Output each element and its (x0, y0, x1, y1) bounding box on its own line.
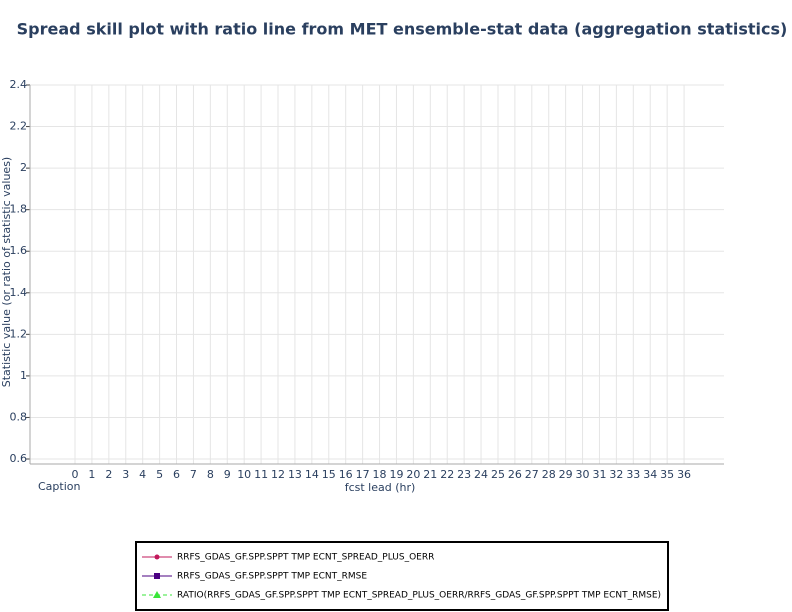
x-tick-label: 0 (72, 468, 79, 481)
y-tick-label: 0.6 (10, 452, 28, 465)
x-tick-label: 9 (224, 468, 231, 481)
y-tick-label: 0.8 (10, 410, 28, 423)
x-tick-label: 21 (423, 468, 437, 481)
y-tick-label: 2.4 (10, 78, 28, 91)
x-tick-label: 15 (322, 468, 336, 481)
x-tick-label: 23 (457, 468, 471, 481)
x-tick-label: 24 (474, 468, 488, 481)
x-tick-label: 16 (339, 468, 353, 481)
x-tick-label: 1 (88, 468, 95, 481)
legend-marker (154, 573, 160, 579)
legend-marker (154, 554, 160, 560)
x-tick-label: 19 (389, 468, 403, 481)
x-tick-label: 10 (237, 468, 251, 481)
x-tick-label: 29 (559, 468, 573, 481)
x-tick-label: 25 (491, 468, 505, 481)
x-tick-label: 27 (525, 468, 539, 481)
x-tick-label: 20 (406, 468, 420, 481)
x-tick-label: 12 (271, 468, 285, 481)
x-tick-label: 35 (660, 468, 674, 481)
legend-box (135, 541, 669, 611)
x-tick-label: 28 (542, 468, 556, 481)
x-tick-label: 36 (677, 468, 691, 481)
legend-marker (153, 591, 161, 598)
x-tick-label: 4 (139, 468, 146, 481)
x-tick-label: 33 (626, 468, 640, 481)
x-tick-label: 5 (156, 468, 163, 481)
x-tick-label: 14 (305, 468, 319, 481)
y-axis-label: Statistic value (or ratio of statistic v… (0, 157, 13, 387)
x-tick-label: 3 (122, 468, 129, 481)
y-tick-label: 2 (20, 161, 27, 174)
x-tick-label: 31 (592, 468, 606, 481)
x-tick-label: 34 (643, 468, 657, 481)
x-tick-label: 26 (508, 468, 522, 481)
x-tick-label: 17 (356, 468, 370, 481)
x-tick-label: 8 (207, 468, 214, 481)
y-tick-label: 2.2 (10, 120, 28, 133)
legend-label: RRFS_GDAS_GF.SPP.SPPT TMP ECNT_SPREAD_PL… (177, 553, 434, 563)
y-tick-label: 1.4 (10, 286, 28, 299)
x-tick-label: 7 (190, 468, 197, 481)
chart-title: Spread skill plot with ratio line from M… (17, 20, 788, 39)
x-tick-label: 2 (105, 468, 112, 481)
x-tick-label: 11 (254, 468, 268, 481)
x-tick-label: 32 (609, 468, 623, 481)
y-tick-label: 1.6 (10, 244, 28, 257)
y-tick-label: 1.2 (10, 327, 28, 340)
y-tick-label: 1 (20, 369, 27, 382)
y-tick-label: 1.8 (10, 203, 28, 216)
x-tick-label: 6 (173, 468, 180, 481)
legend-label: RRFS_GDAS_GF.SPP.SPPT TMP ECNT_RMSE (177, 572, 367, 582)
legend-label: RATIO(RRFS_GDAS_GF.SPP.SPPT TMP ECNT_SPR… (177, 591, 661, 601)
caption: Caption (38, 480, 81, 493)
x-tick-label: 13 (288, 468, 302, 481)
x-tick-label: 22 (440, 468, 454, 481)
x-tick-label: 18 (373, 468, 387, 481)
x-axis-label: fcst lead (hr) (345, 481, 416, 494)
x-tick-label: 30 (576, 468, 590, 481)
